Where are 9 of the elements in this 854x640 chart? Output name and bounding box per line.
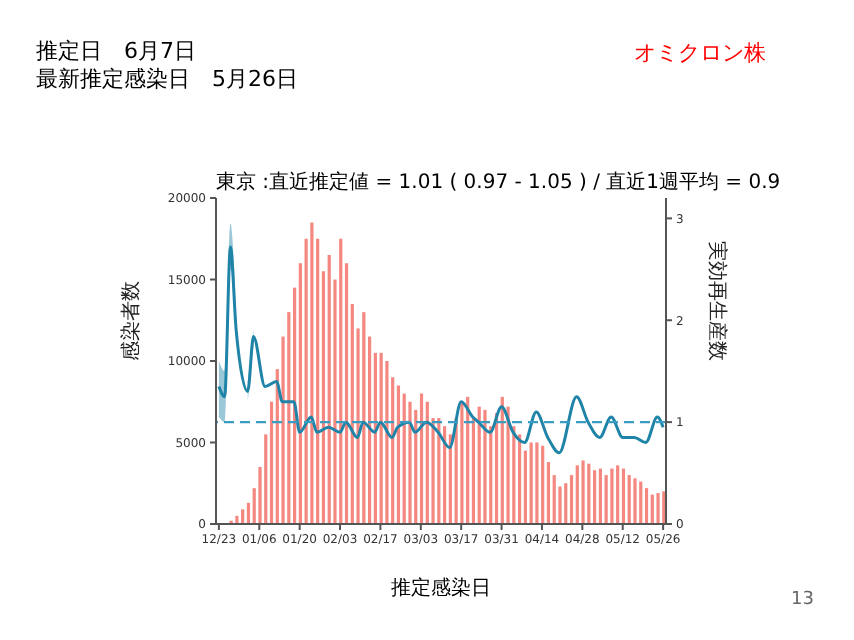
line-series — [217, 245, 665, 455]
text: オミクロン株 — [634, 38, 766, 68]
chart-subtitle: 最新推定感染日 5月26日 — [36, 66, 298, 94]
y-axis-title: 感染者数 — [119, 281, 144, 361]
text: 13 — [791, 590, 814, 610]
chart-title: 推定日 6月7日 — [36, 38, 198, 66]
text: 東京 :直近推定値 = 1.01 ( 0.97 - 1.05 ) / 直近1週平均 = 0.9 — [216, 169, 781, 196]
x-axis-title: 推定感染日 — [389, 575, 493, 602]
y2-axis-title: 実効再生産数 — [704, 241, 729, 361]
